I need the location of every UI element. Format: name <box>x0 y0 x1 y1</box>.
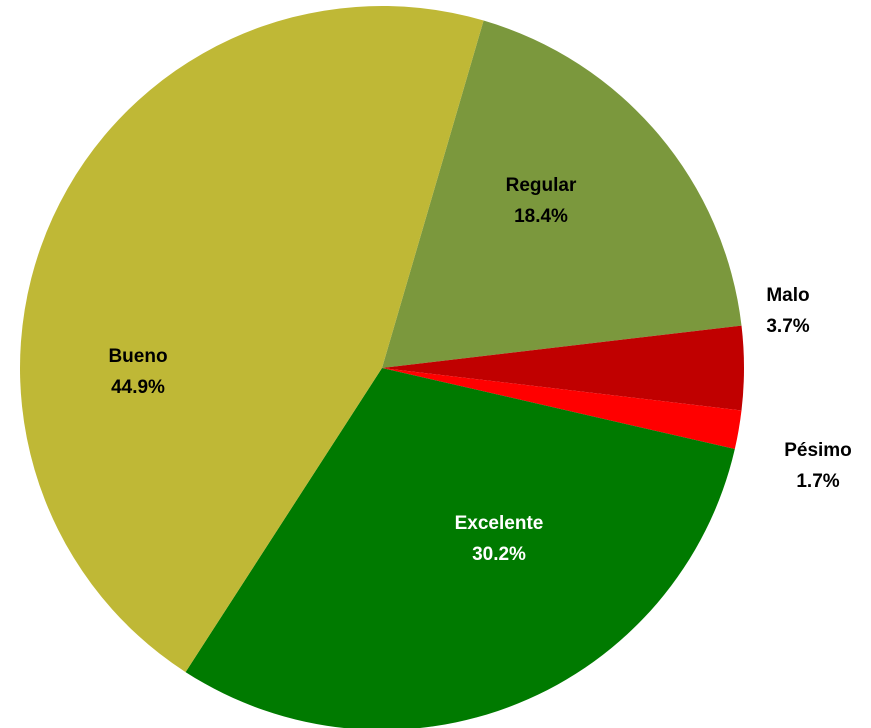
slice-name-label-regular: Regular <box>506 175 577 196</box>
slice-value-label-pesimo: 1.7% <box>796 471 839 492</box>
pie-slice-excelente <box>185 368 735 728</box>
slices-layer <box>20 6 744 728</box>
pie-slice-bueno <box>20 6 484 673</box>
pie-slice-pesimo <box>382 368 742 450</box>
slice-value-label-bueno: 44.9% <box>111 377 165 398</box>
slice-value-label-malo: 3.7% <box>766 316 809 337</box>
slice-name-label-bueno: Bueno <box>108 346 167 367</box>
labels-layer: Regular 18.4% Malo 3.7% Pésimo 1.7% Excelente 3… <box>108 175 851 565</box>
slice-name-label-excelente: Excelente <box>455 513 544 534</box>
pie-slice-regular <box>382 20 742 369</box>
slice-value-label-excelente: 30.2% <box>472 544 526 565</box>
slice-name-label-malo: Malo <box>766 285 809 306</box>
slice-value-label-regular: 18.4% <box>514 206 568 227</box>
pie-slice-malo <box>382 325 744 411</box>
slice-name-label-pesimo: Pésimo <box>784 440 852 461</box>
